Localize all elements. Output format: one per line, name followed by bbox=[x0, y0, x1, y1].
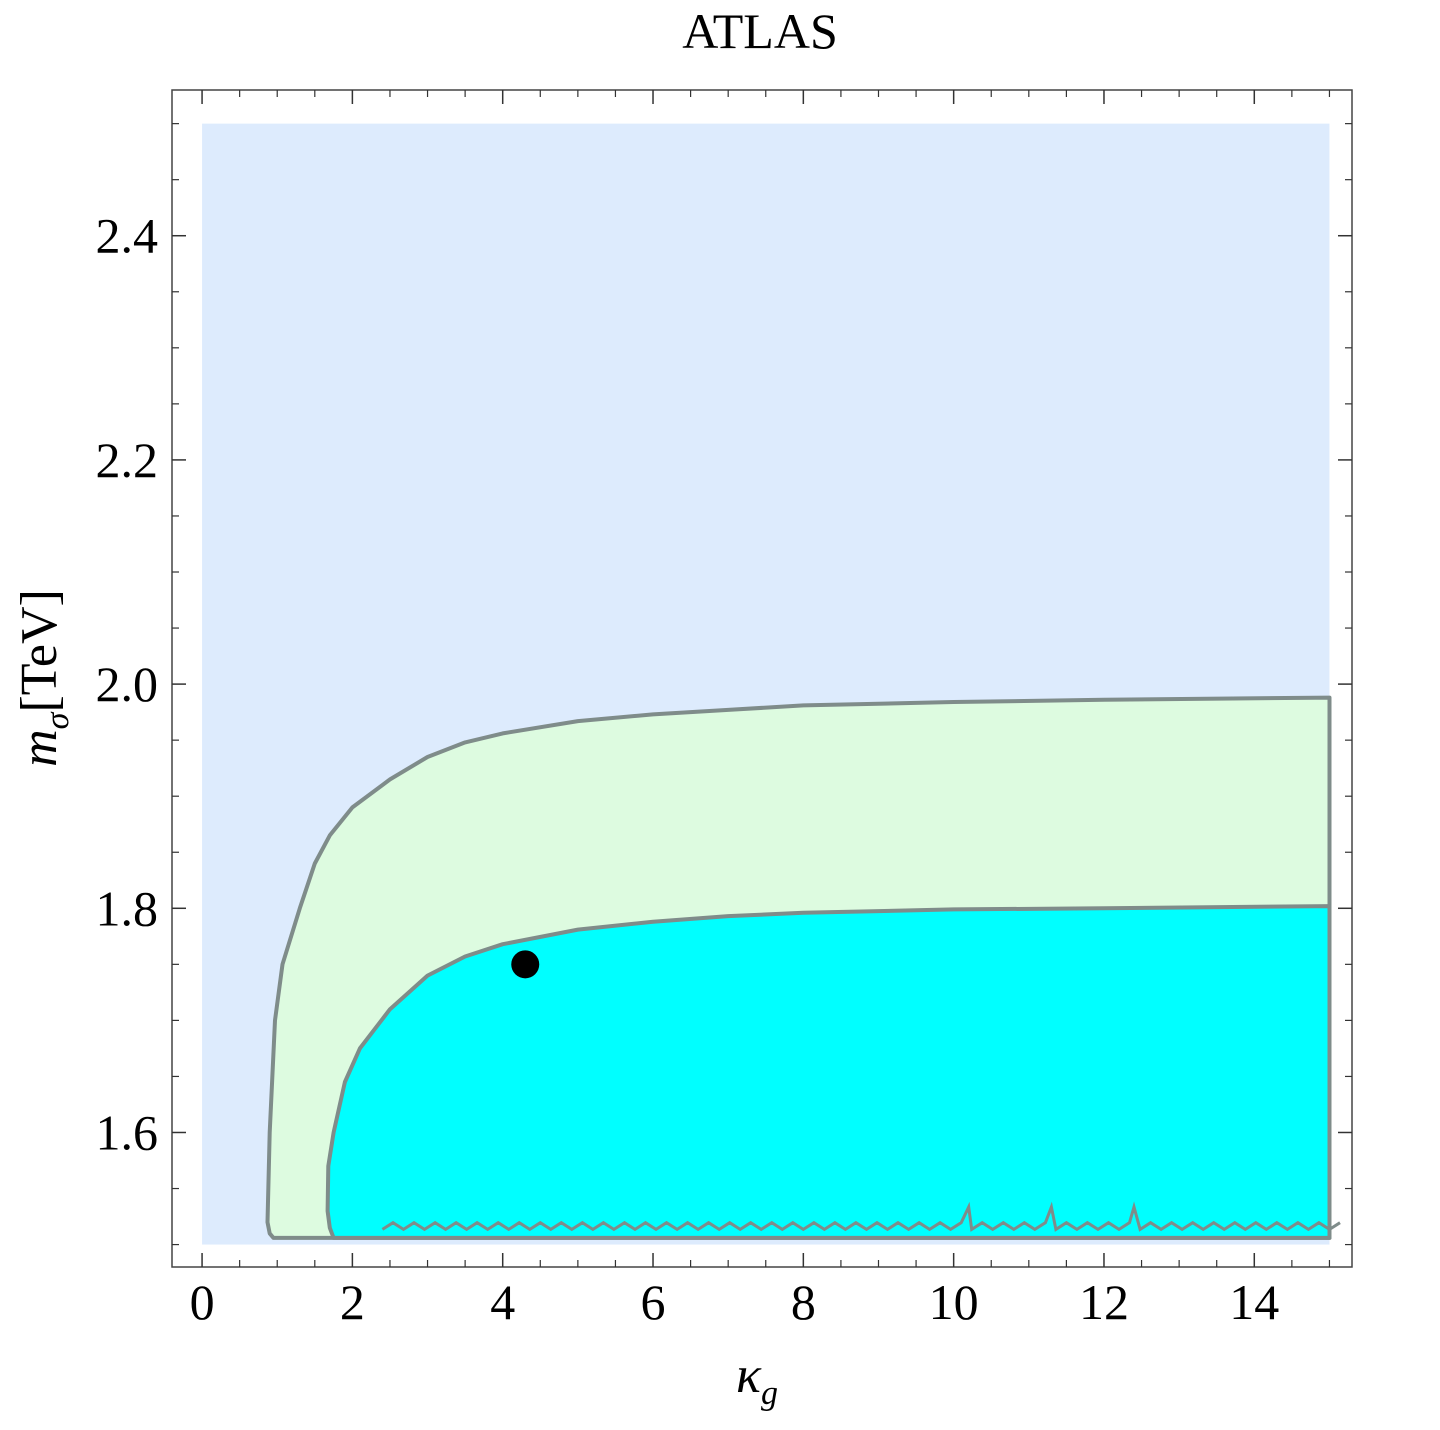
x-tick-label: 2 bbox=[340, 1274, 365, 1330]
x-tick-label: 10 bbox=[929, 1274, 979, 1330]
x-tick-label: 14 bbox=[1229, 1274, 1279, 1330]
y-tick-label: 2.0 bbox=[96, 656, 159, 712]
x-axis-label: κg bbox=[736, 1347, 778, 1412]
x-tick-label: 6 bbox=[641, 1274, 666, 1330]
x-tick-label: 8 bbox=[791, 1274, 816, 1330]
lower-contour-edge bbox=[381, 1201, 1341, 1232]
y-tick-label: 2.4 bbox=[96, 208, 159, 264]
axis-ticks bbox=[172, 90, 1352, 1267]
y-tick-label: 1.6 bbox=[96, 1104, 159, 1160]
inner-contour-region bbox=[325, 904, 1332, 1240]
y-axis-label: mσ[TeV] bbox=[11, 589, 76, 767]
benchmark-point bbox=[511, 950, 540, 979]
x-tick-label: 0 bbox=[190, 1274, 215, 1330]
y-tick-label: 1.8 bbox=[96, 880, 159, 936]
plot-area bbox=[202, 123, 1341, 1245]
x-tick-label: 12 bbox=[1079, 1274, 1129, 1330]
chart-title: ATLAS bbox=[682, 3, 838, 59]
tick-labels: 0 2 4 6 8 10 12 14 1.6 1.8 2.0 2.2 2.4 bbox=[96, 208, 1280, 1330]
y-tick-label: 2.2 bbox=[96, 432, 159, 488]
x-tick-label: 4 bbox=[490, 1274, 515, 1330]
